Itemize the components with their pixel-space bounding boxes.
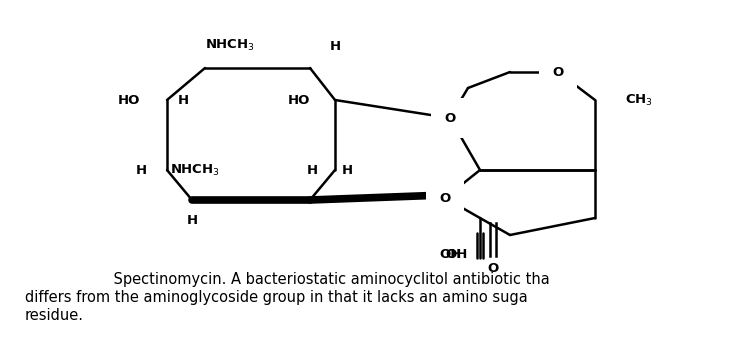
Text: NHCH$_3$: NHCH$_3$ (170, 162, 220, 178)
Text: OH: OH (440, 248, 462, 262)
Text: NHCH$_3$: NHCH$_3$ (205, 37, 255, 53)
Text: H: H (329, 41, 340, 53)
Text: H: H (342, 163, 353, 177)
Text: differs from the aminoglycoside group in that it lacks an amino suga: differs from the aminoglycoside group in… (25, 290, 528, 305)
Text: O: O (488, 262, 499, 274)
Text: OH: OH (446, 248, 468, 262)
Text: HO: HO (118, 94, 140, 106)
Text: Spectinomycin. A bacteriostatic aminocyclitol antibiotic tha: Spectinomycin. A bacteriostatic aminocyc… (95, 272, 550, 287)
Text: O: O (440, 192, 451, 204)
Text: CH$_3$: CH$_3$ (625, 93, 653, 108)
Text: H: H (307, 163, 318, 177)
Text: residue.: residue. (25, 308, 84, 323)
Text: O: O (552, 66, 564, 79)
Text: H: H (187, 214, 197, 226)
Text: O: O (444, 111, 455, 125)
Text: HO: HO (288, 94, 310, 106)
Text: H: H (178, 94, 189, 106)
Text: H: H (136, 163, 147, 177)
